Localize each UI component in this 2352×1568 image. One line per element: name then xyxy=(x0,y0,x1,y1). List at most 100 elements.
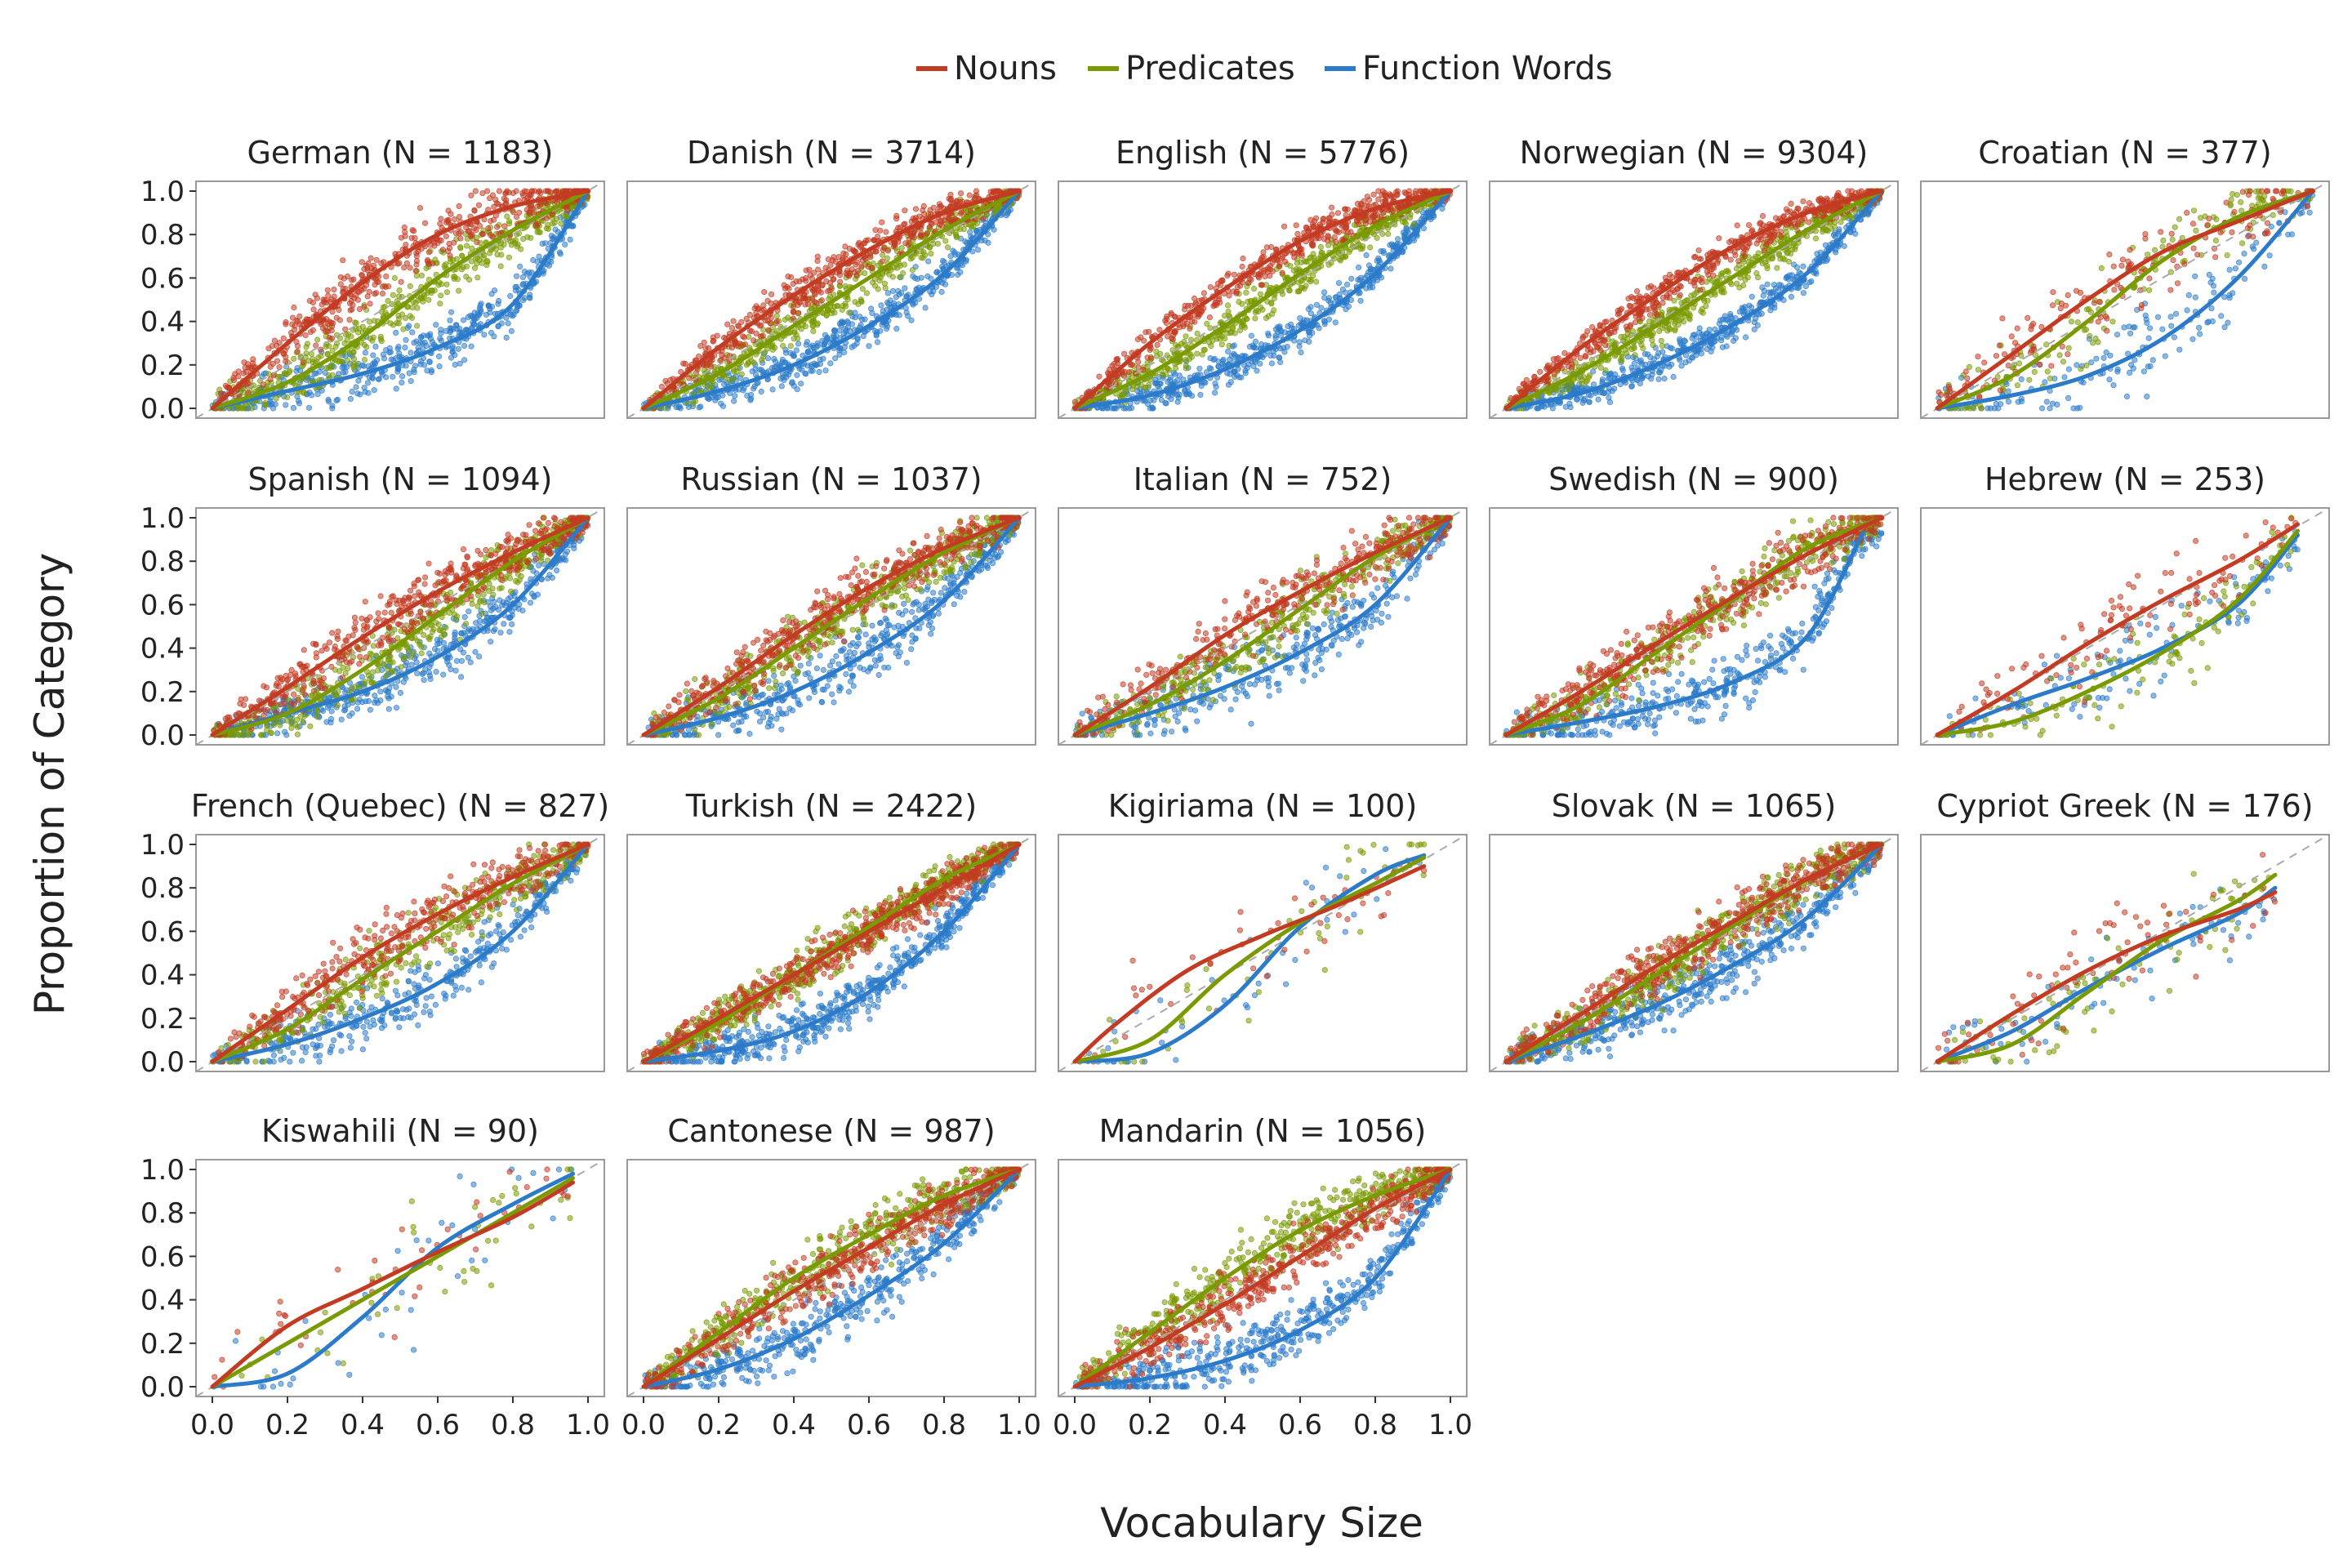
data-point xyxy=(719,392,726,399)
data-point xyxy=(903,293,910,300)
data-point xyxy=(686,375,693,381)
data-point xyxy=(832,355,839,362)
data-point xyxy=(536,253,542,260)
data-point xyxy=(1253,307,1260,314)
data-point xyxy=(332,343,339,350)
data-point xyxy=(706,385,713,391)
data-point xyxy=(458,252,466,259)
data-point xyxy=(1307,310,1315,317)
data-point xyxy=(1357,246,1364,252)
data-point xyxy=(746,311,753,318)
data-point xyxy=(889,287,897,294)
data-point xyxy=(483,257,491,264)
data-point xyxy=(1147,397,1154,403)
data-point xyxy=(350,276,357,283)
data-point xyxy=(658,383,665,390)
data-point xyxy=(862,316,868,323)
data-point xyxy=(340,369,347,376)
data-point xyxy=(1250,363,1257,369)
data-point xyxy=(320,296,327,303)
data-point xyxy=(721,381,728,388)
data-point xyxy=(539,240,546,247)
data-point xyxy=(1313,301,1321,308)
data-point xyxy=(361,356,368,363)
data-point xyxy=(795,341,802,347)
data-point xyxy=(293,338,300,345)
data-point xyxy=(728,324,736,332)
data-point xyxy=(443,281,450,287)
data-point xyxy=(505,320,511,327)
data-point xyxy=(891,241,898,247)
data-point xyxy=(1293,222,1299,229)
data-point xyxy=(1343,253,1349,260)
data-point xyxy=(1245,279,1252,287)
data-point xyxy=(1378,247,1384,255)
panel-title: Danish (N = 3714) xyxy=(687,135,976,171)
data-point xyxy=(373,290,380,296)
data-point xyxy=(370,352,376,359)
data-point xyxy=(1310,273,1316,279)
data-point xyxy=(403,363,409,369)
data-point xyxy=(399,379,405,385)
data-point xyxy=(1343,289,1349,296)
data-point xyxy=(306,297,313,304)
data-point xyxy=(404,304,412,310)
data-point xyxy=(858,263,865,270)
data-point xyxy=(563,212,569,219)
data-point xyxy=(283,402,289,408)
data-point xyxy=(507,292,514,300)
data-point xyxy=(909,266,916,274)
data-point xyxy=(764,318,772,324)
data-point xyxy=(1377,259,1383,266)
data-point xyxy=(898,245,905,252)
data-point xyxy=(402,344,408,351)
data-point xyxy=(1303,259,1309,265)
data-point xyxy=(717,357,724,363)
data-point xyxy=(812,299,818,305)
curve-predicates xyxy=(1072,189,1453,411)
data-point xyxy=(769,386,776,393)
data-point xyxy=(1196,365,1203,372)
data-point xyxy=(1225,302,1232,309)
data-point xyxy=(1364,203,1370,209)
data-point xyxy=(1313,278,1320,285)
data-point xyxy=(750,385,757,392)
data-point xyxy=(1213,384,1219,390)
data-point xyxy=(798,381,804,387)
data-point xyxy=(726,330,733,337)
data-point xyxy=(967,207,974,214)
data-point xyxy=(346,300,354,306)
data-point xyxy=(1364,272,1370,279)
data-point xyxy=(1439,205,1446,212)
data-point xyxy=(1410,221,1417,228)
data-point xyxy=(314,391,321,398)
data-point xyxy=(865,237,871,243)
data-point xyxy=(739,333,746,340)
data-point xyxy=(886,271,893,278)
data-point xyxy=(837,345,844,352)
data-point xyxy=(1370,191,1377,198)
legend-label-function-words: Function Words xyxy=(1362,50,1613,87)
data-point xyxy=(504,188,510,194)
data-point xyxy=(761,288,768,296)
data-point xyxy=(324,351,331,358)
data-point xyxy=(1385,230,1392,238)
data-point xyxy=(403,336,409,343)
data-point xyxy=(567,236,573,243)
data-point xyxy=(1218,341,1225,348)
data-point xyxy=(413,323,421,329)
data-point xyxy=(1243,289,1250,296)
data-point xyxy=(1204,320,1210,327)
data-point xyxy=(496,188,503,194)
data-point xyxy=(1222,335,1228,342)
data-point xyxy=(1231,271,1237,278)
data-point xyxy=(1390,207,1396,214)
data-point xyxy=(394,319,400,327)
data-point xyxy=(1356,264,1362,271)
data-point xyxy=(329,403,336,409)
data-point xyxy=(451,216,458,223)
data-point xyxy=(313,342,319,349)
legend-label-predicates: Predicates xyxy=(1125,50,1295,87)
data-point xyxy=(485,302,492,309)
data-point xyxy=(1200,346,1207,353)
